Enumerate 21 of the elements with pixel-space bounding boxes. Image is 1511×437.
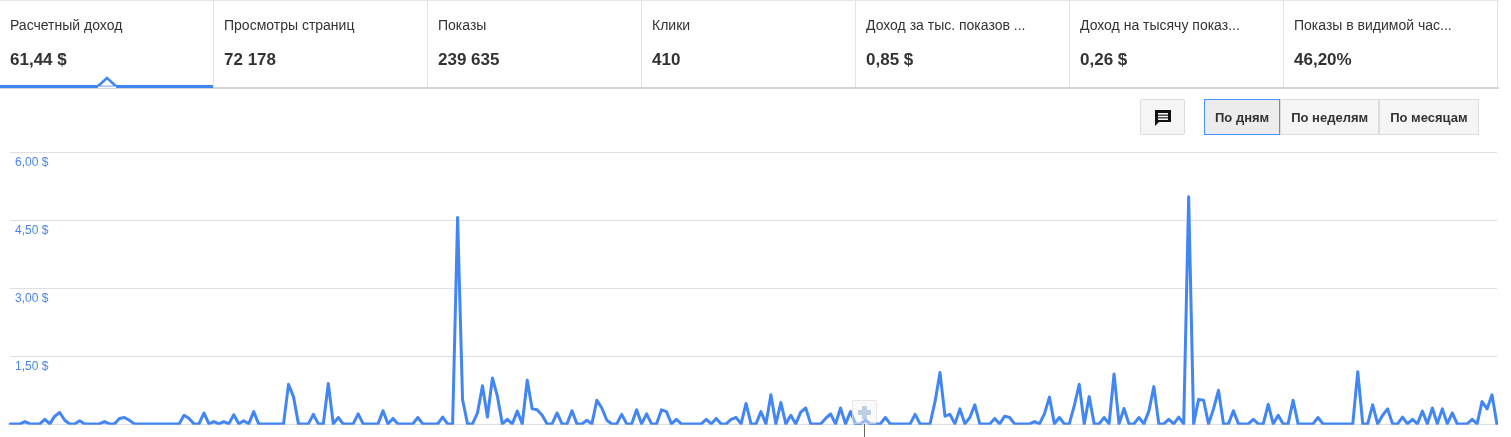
button: По дням	[1204, 99, 1281, 135]
text: Показы	[438, 17, 487, 33]
text: 46,20%	[1294, 50, 1352, 70]
text: 0,26 $	[1080, 50, 1128, 70]
y-tick-label: 1,50 $	[15, 358, 49, 373]
text: Доход на тысячу показ...	[1080, 17, 1240, 33]
text: 410	[652, 50, 681, 70]
button: По месяцам	[1379, 99, 1479, 135]
y-tick-label: 4,50 $	[15, 222, 49, 237]
button: По неделям	[1280, 99, 1380, 135]
text: 239 635	[438, 50, 500, 70]
text: 61,44 $	[10, 50, 67, 70]
text: Расчетный доход	[10, 17, 123, 33]
y-tick-label: 6,00 $	[15, 154, 49, 169]
text: 72 178	[224, 50, 276, 70]
text: Клики	[652, 17, 691, 33]
text: Просмотры страниц	[224, 17, 355, 33]
text: Показы в видимой час...	[1294, 17, 1452, 33]
text: Доход за тыс. показов ...	[866, 17, 1026, 33]
text: 0,85 $	[866, 50, 914, 70]
y-tick-label: 3,00 $	[15, 290, 49, 305]
